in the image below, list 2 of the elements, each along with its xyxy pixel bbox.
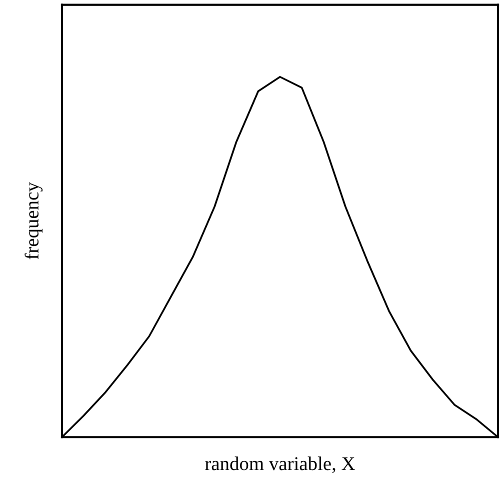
y-axis-title: frequency xyxy=(24,182,43,260)
x-axis-title: random variable, X xyxy=(205,456,355,474)
